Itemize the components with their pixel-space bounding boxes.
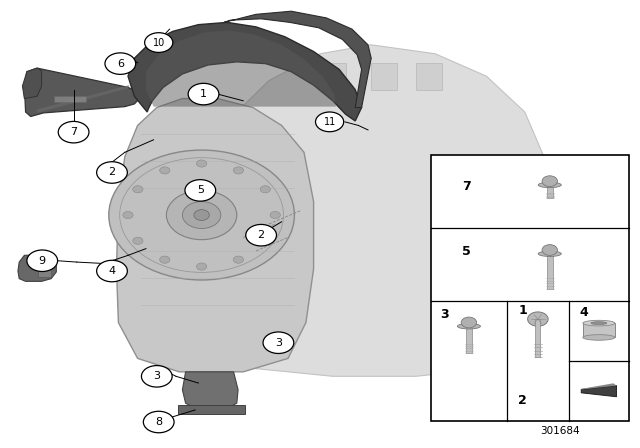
Bar [320, 63, 346, 90]
Text: 7: 7 [462, 180, 471, 193]
Circle shape [260, 185, 271, 193]
Circle shape [185, 180, 216, 201]
Circle shape [160, 167, 170, 174]
Text: 8: 8 [155, 417, 163, 427]
Bar [583, 323, 615, 337]
Circle shape [27, 250, 58, 271]
Text: 7: 7 [70, 127, 77, 137]
Circle shape [188, 83, 219, 105]
Circle shape [166, 190, 237, 240]
Polygon shape [24, 68, 140, 116]
Ellipse shape [591, 322, 607, 324]
Polygon shape [224, 45, 544, 376]
Text: 11: 11 [323, 117, 336, 127]
Circle shape [246, 224, 276, 246]
Polygon shape [37, 85, 129, 113]
Circle shape [196, 263, 207, 270]
Bar [178, 405, 245, 414]
Text: 2: 2 [257, 230, 265, 240]
Text: 1: 1 [518, 304, 527, 317]
Circle shape [159, 256, 170, 263]
Circle shape [316, 112, 344, 132]
Circle shape [109, 150, 294, 280]
Polygon shape [18, 254, 56, 281]
Bar [431, 155, 629, 421]
Polygon shape [581, 383, 616, 389]
Text: 3: 3 [275, 338, 282, 348]
Ellipse shape [538, 251, 561, 256]
Text: 2: 2 [108, 168, 116, 177]
Text: 5: 5 [462, 245, 471, 258]
Circle shape [194, 210, 209, 220]
Circle shape [260, 237, 271, 245]
Ellipse shape [458, 323, 481, 329]
Polygon shape [146, 30, 336, 107]
Circle shape [143, 411, 174, 433]
Polygon shape [128, 22, 362, 121]
Circle shape [58, 121, 89, 143]
Circle shape [542, 176, 557, 186]
Polygon shape [461, 161, 477, 314]
Polygon shape [116, 99, 314, 372]
Bar [416, 63, 442, 90]
Bar [371, 63, 397, 90]
Polygon shape [182, 372, 238, 410]
Circle shape [105, 53, 136, 74]
Polygon shape [486, 161, 502, 314]
Circle shape [233, 256, 243, 263]
Bar [54, 96, 86, 102]
Text: 4: 4 [579, 306, 588, 319]
Circle shape [542, 245, 557, 255]
Circle shape [123, 211, 133, 219]
Ellipse shape [583, 335, 615, 340]
Ellipse shape [583, 320, 615, 326]
Text: 1: 1 [200, 89, 207, 99]
Polygon shape [512, 161, 528, 314]
Text: 10: 10 [152, 38, 165, 47]
Circle shape [97, 162, 127, 183]
Text: 5: 5 [197, 185, 204, 195]
Bar [535, 319, 540, 357]
Text: 3: 3 [440, 308, 449, 321]
Text: 9: 9 [38, 256, 46, 266]
Bar [466, 323, 472, 353]
Circle shape [527, 312, 548, 326]
Bar [547, 182, 553, 198]
Polygon shape [22, 68, 42, 99]
Circle shape [461, 317, 477, 328]
Text: 6: 6 [117, 59, 124, 69]
Ellipse shape [538, 182, 561, 188]
Circle shape [97, 260, 127, 282]
Circle shape [270, 211, 280, 219]
Circle shape [132, 237, 143, 245]
Bar [547, 251, 553, 289]
Circle shape [141, 366, 172, 387]
Text: 3: 3 [154, 371, 160, 381]
Circle shape [182, 202, 221, 228]
Text: 301684: 301684 [540, 426, 579, 436]
Bar [38, 257, 51, 277]
Polygon shape [224, 11, 371, 108]
Text: 4: 4 [108, 266, 116, 276]
Circle shape [234, 167, 244, 174]
Circle shape [263, 332, 294, 353]
Circle shape [145, 33, 173, 52]
Circle shape [196, 160, 207, 167]
Polygon shape [581, 386, 616, 397]
Text: 2: 2 [518, 394, 527, 408]
Circle shape [132, 185, 143, 193]
